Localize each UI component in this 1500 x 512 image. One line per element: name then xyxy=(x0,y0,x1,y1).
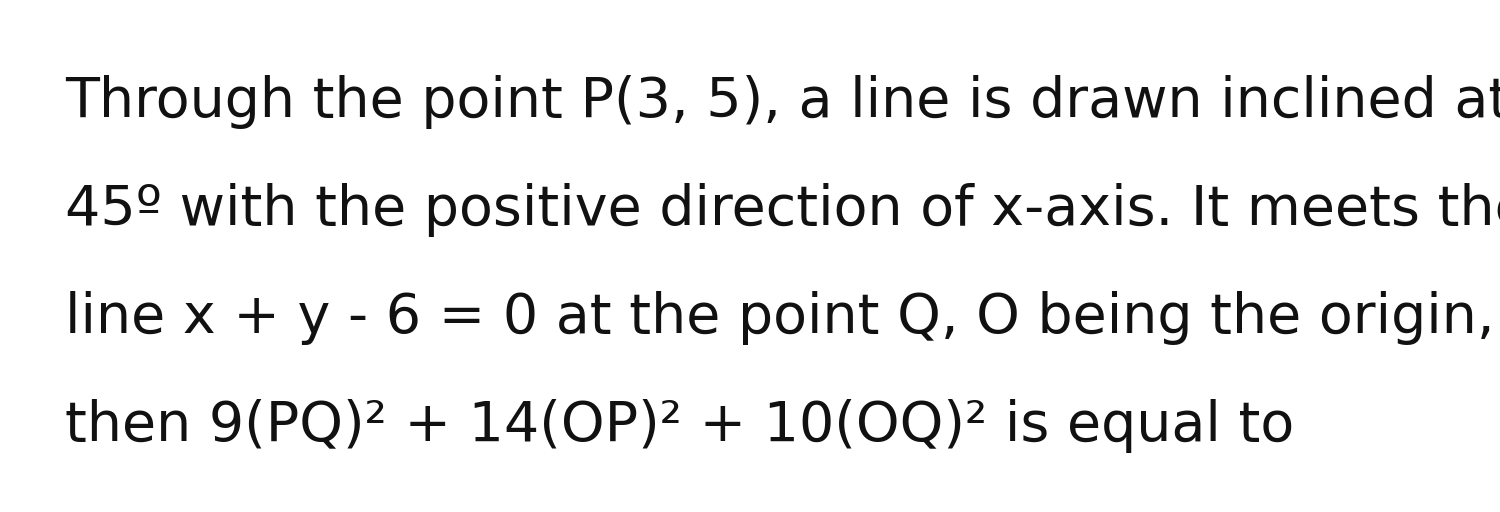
Text: Through the point P(3, 5), a line is drawn inclined at: Through the point P(3, 5), a line is dra… xyxy=(64,75,1500,129)
Text: then 9(PQ)² + 14(OP)² + 10(OQ)² is equal to: then 9(PQ)² + 14(OP)² + 10(OQ)² is equal… xyxy=(64,399,1294,453)
Text: line x + y - 6 = 0 at the point Q, O being the origin,: line x + y - 6 = 0 at the point Q, O bei… xyxy=(64,291,1494,345)
Text: 45º with the positive direction of x-axis. It meets the: 45º with the positive direction of x-axi… xyxy=(64,183,1500,237)
